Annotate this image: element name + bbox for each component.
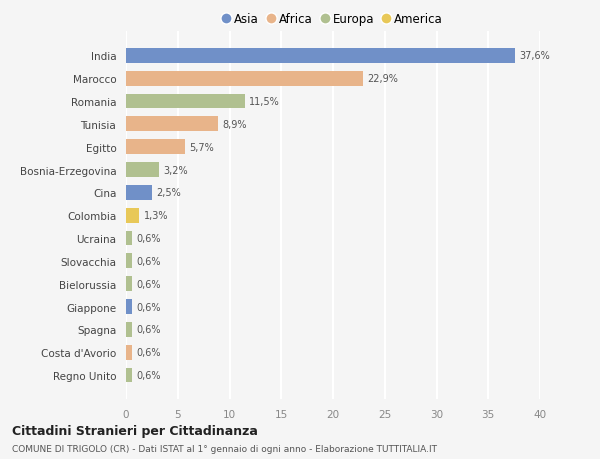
Text: 0,6%: 0,6%: [136, 234, 161, 244]
Text: 2,5%: 2,5%: [156, 188, 181, 198]
Text: 5,7%: 5,7%: [189, 142, 214, 152]
Text: 1,3%: 1,3%: [143, 211, 168, 221]
Bar: [126, 95, 245, 109]
Legend: Asia, Africa, Europa, America: Asia, Africa, Europa, America: [218, 9, 448, 31]
Bar: [126, 254, 132, 269]
Bar: [126, 185, 152, 200]
Bar: [126, 231, 132, 246]
Bar: [126, 277, 132, 291]
Bar: [126, 322, 132, 337]
Text: 8,9%: 8,9%: [222, 120, 247, 129]
Bar: [126, 163, 159, 178]
Text: 0,6%: 0,6%: [136, 302, 161, 312]
Text: 37,6%: 37,6%: [520, 51, 550, 61]
Bar: [126, 49, 515, 64]
Text: 0,6%: 0,6%: [136, 370, 161, 380]
Text: 0,6%: 0,6%: [136, 325, 161, 335]
Text: Cittadini Stranieri per Cittadinanza: Cittadini Stranieri per Cittadinanza: [12, 424, 258, 437]
Bar: [126, 345, 132, 360]
Bar: [126, 72, 363, 86]
Bar: [126, 140, 185, 155]
Bar: [126, 117, 218, 132]
Bar: [126, 208, 139, 223]
Bar: [126, 368, 132, 383]
Bar: [126, 299, 132, 314]
Text: 11,5%: 11,5%: [249, 97, 280, 107]
Text: COMUNE DI TRIGOLO (CR) - Dati ISTAT al 1° gennaio di ogni anno - Elaborazione TU: COMUNE DI TRIGOLO (CR) - Dati ISTAT al 1…: [12, 444, 437, 453]
Text: 0,6%: 0,6%: [136, 279, 161, 289]
Text: 0,6%: 0,6%: [136, 256, 161, 266]
Text: 0,6%: 0,6%: [136, 347, 161, 358]
Text: 3,2%: 3,2%: [163, 165, 188, 175]
Text: 22,9%: 22,9%: [367, 74, 398, 84]
